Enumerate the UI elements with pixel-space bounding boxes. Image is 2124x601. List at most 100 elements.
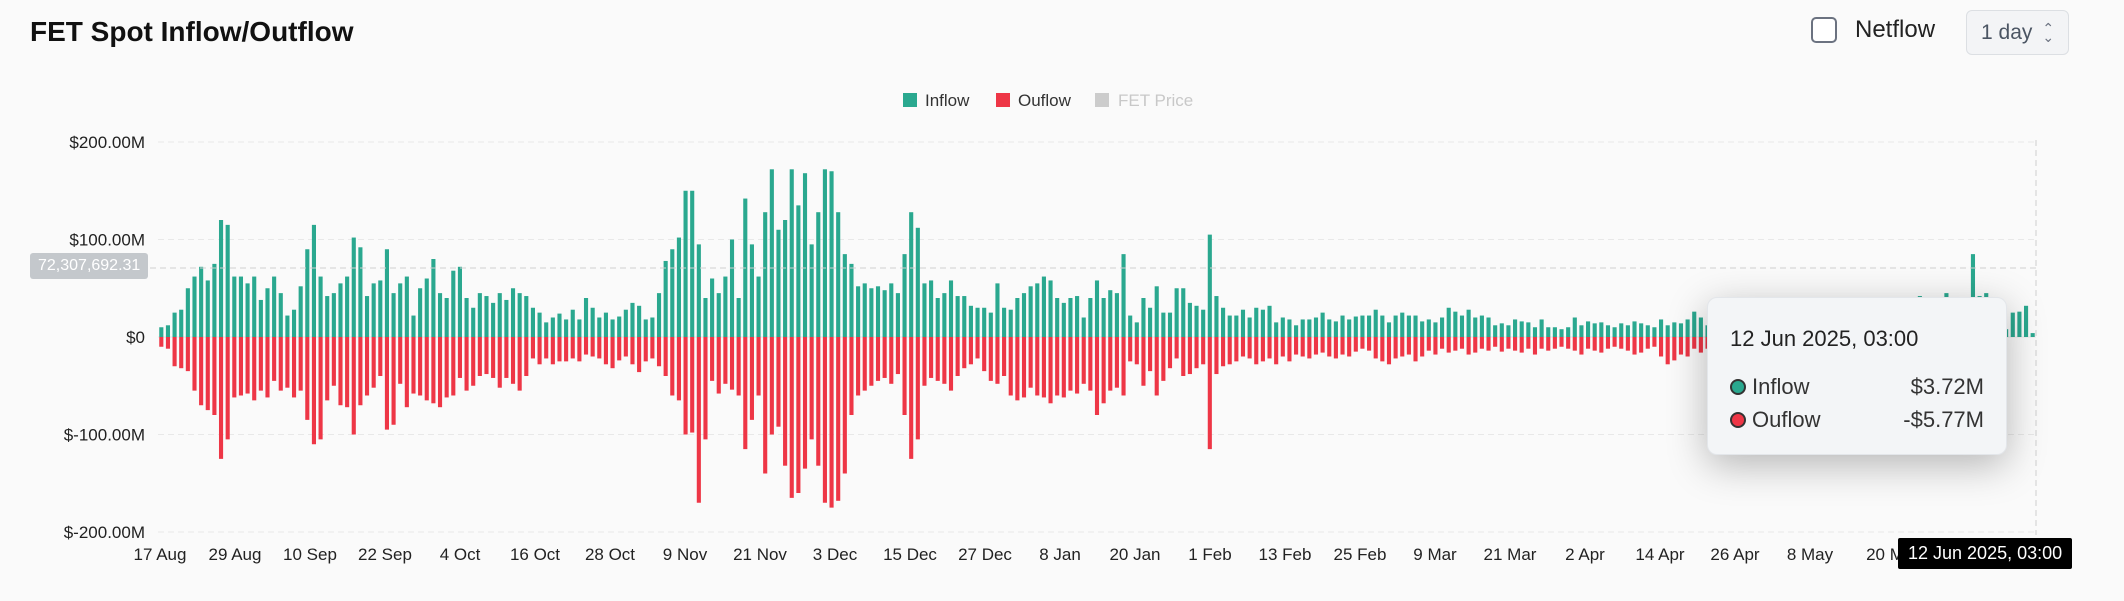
outflow-bar[interactable] <box>982 337 987 372</box>
outflow-bar[interactable] <box>1075 337 1080 394</box>
inflow-bar[interactable] <box>1028 286 1033 337</box>
inflow-bar[interactable] <box>391 293 396 337</box>
inflow-bar[interactable] <box>610 319 615 337</box>
inflow-bar[interactable] <box>1148 307 1153 337</box>
legend-inflow[interactable]: Inflow <box>903 91 970 110</box>
inflow-bar[interactable] <box>1393 315 1398 337</box>
outflow-bar[interactable] <box>1167 337 1173 369</box>
outflow-bar[interactable] <box>696 337 701 503</box>
outflow-bar[interactable] <box>1108 337 1113 391</box>
outflow-bar[interactable] <box>1659 337 1664 357</box>
outflow-bar[interactable] <box>1260 337 1265 362</box>
outflow-bar[interactable] <box>1645 337 1650 349</box>
inflow-bar[interactable] <box>1499 323 1504 337</box>
outflow-bar[interactable] <box>948 337 954 391</box>
inflow-bar[interactable] <box>1002 307 1007 337</box>
outflow-bar[interactable] <box>504 337 509 378</box>
outflow-bar[interactable] <box>524 337 529 376</box>
inflow-bar[interactable] <box>378 280 383 337</box>
outflow-bar[interactable] <box>265 337 270 398</box>
inflow-bar[interactable] <box>1659 319 1664 337</box>
inflow-bar[interactable] <box>643 319 648 337</box>
outflow-bar[interactable] <box>298 337 303 391</box>
inflow-bar[interactable] <box>464 298 469 337</box>
inflow-bar[interactable] <box>2017 311 2022 337</box>
outflow-bar[interactable] <box>1406 337 1411 355</box>
inflow-bar[interactable] <box>1240 309 1246 337</box>
outflow-bar[interactable] <box>212 337 217 415</box>
inflow-bar[interactable] <box>398 283 403 337</box>
netflow-checkbox[interactable] <box>1811 17 1837 43</box>
outflow-bar[interactable] <box>1605 337 1611 349</box>
inflow-bar[interactable] <box>663 260 668 337</box>
inflow-bar[interactable] <box>1367 315 1372 337</box>
outflow-bar[interactable] <box>1473 337 1478 353</box>
outflow-bar[interactable] <box>703 337 708 440</box>
inflow-bar[interactable] <box>1586 321 1591 337</box>
outflow-bar[interactable] <box>1161 337 1166 381</box>
outflow-bar[interactable] <box>1194 337 1199 369</box>
inflow-bar[interactable] <box>902 254 907 337</box>
inflow-bar[interactable] <box>318 276 323 337</box>
inflow-bar[interactable] <box>1141 298 1146 337</box>
inflow-bar[interactable] <box>265 288 270 337</box>
outflow-bar[interactable] <box>1061 337 1066 398</box>
outflow-bar[interactable] <box>1665 337 1670 365</box>
legend-price[interactable]: FET Price <box>1095 91 1193 110</box>
outflow-bar[interactable] <box>1015 337 1020 401</box>
inflow-bar[interactable] <box>1678 323 1684 337</box>
inflow-bar[interactable] <box>776 229 781 337</box>
inflow-bar[interactable] <box>1068 298 1073 337</box>
outflow-bar[interactable] <box>371 337 376 388</box>
outflow-bar[interactable] <box>802 337 808 469</box>
inflow-bar[interactable] <box>298 286 303 337</box>
outflow-bar[interactable] <box>497 337 502 388</box>
outflow-bar[interactable] <box>185 337 190 372</box>
inflow-bar[interactable] <box>783 220 788 337</box>
outflow-bar[interactable] <box>1148 337 1153 372</box>
inflow-bar[interactable] <box>1360 315 1365 337</box>
inflow-bar[interactable] <box>358 247 363 337</box>
inflow-bar[interactable] <box>1340 315 1345 337</box>
outflow-bar[interactable] <box>862 337 867 391</box>
inflow-bar[interactable] <box>258 299 263 337</box>
outflow-bar[interactable] <box>1566 337 1571 349</box>
outflow-bar[interactable] <box>842 337 847 474</box>
outflow-bar[interactable] <box>955 337 960 376</box>
outflow-bar[interactable] <box>756 337 761 396</box>
inflow-bar[interactable] <box>1539 319 1544 337</box>
outflow-bar[interactable] <box>1267 337 1272 359</box>
inflow-bar[interactable] <box>836 212 841 337</box>
inflow-bar[interactable] <box>1453 311 1458 337</box>
outflow-bar[interactable] <box>822 337 827 503</box>
inflow-bar[interactable] <box>1698 317 1703 338</box>
outflow-bar[interactable] <box>1678 337 1684 355</box>
inflow-bar[interactable] <box>225 224 230 337</box>
inflow-bar[interactable] <box>1599 322 1604 337</box>
inflow-bar[interactable] <box>272 276 277 337</box>
outflow-bar[interactable] <box>1094 337 1100 415</box>
inflow-bar[interactable] <box>477 293 482 337</box>
inflow-bar[interactable] <box>1625 325 1630 337</box>
outflow-bar[interactable] <box>1625 337 1630 351</box>
inflow-bar[interactable] <box>238 276 244 337</box>
outflow-bar[interactable] <box>1347 337 1352 357</box>
inflow-bar[interactable] <box>2030 333 2035 337</box>
interval-select[interactable]: 1 day ⌃ ⌄ <box>1966 10 2069 55</box>
outflow-bar[interactable] <box>1639 337 1644 353</box>
inflow-bar[interactable] <box>1207 234 1212 337</box>
outflow-bar[interactable] <box>1141 337 1146 386</box>
inflow-bar[interactable] <box>1300 319 1305 337</box>
outflow-bar[interactable] <box>909 337 914 459</box>
inflow-bar[interactable] <box>1486 317 1491 338</box>
outflow-bar[interactable] <box>1008 337 1013 396</box>
outflow-bar[interactable] <box>935 337 940 381</box>
outflow-bar[interactable] <box>437 337 443 408</box>
inflow-bar[interactable] <box>345 276 350 337</box>
outflow-bar[interactable] <box>484 337 489 375</box>
outflow-bar[interactable] <box>1552 337 1557 349</box>
inflow-bar[interactable] <box>603 312 608 337</box>
outflow-bar[interactable] <box>769 337 774 435</box>
outflow-bar[interactable] <box>378 337 383 376</box>
inflow-bar[interactable] <box>889 283 894 337</box>
